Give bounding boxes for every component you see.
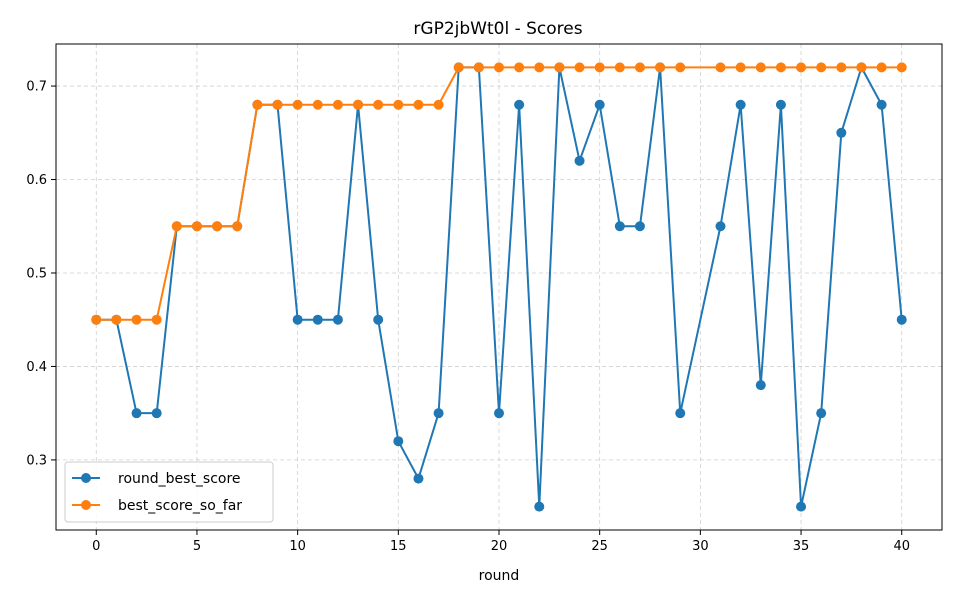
data-point-round-best-score bbox=[775, 99, 786, 110]
data-point-round-best-score bbox=[373, 314, 384, 325]
data-point-best-score-so-far bbox=[836, 62, 847, 73]
data-point-round-best-score bbox=[715, 221, 726, 232]
data-point-round-best-score bbox=[836, 127, 847, 138]
data-point-round-best-score bbox=[675, 408, 686, 419]
y-tick-label: 0.6 bbox=[26, 173, 47, 188]
series-best-score-so-far bbox=[91, 62, 907, 325]
data-point-best-score-so-far bbox=[514, 62, 525, 73]
data-point-round-best-score bbox=[433, 408, 444, 419]
y-tick-label: 0.3 bbox=[26, 453, 47, 468]
data-point-best-score-so-far bbox=[614, 62, 625, 73]
data-point-best-score-so-far bbox=[856, 62, 867, 73]
data-point-best-score-so-far bbox=[252, 99, 263, 110]
legend: round_best_score best_score_so_far bbox=[64, 461, 274, 523]
legend-marker-best-score-so-far bbox=[81, 500, 91, 510]
data-point-best-score-so-far bbox=[554, 62, 565, 73]
data-point-best-score-so-far bbox=[453, 62, 464, 73]
data-point-best-score-so-far bbox=[755, 62, 766, 73]
data-point-best-score-so-far bbox=[816, 62, 827, 73]
chart-title: rGP2jbWt0l - Scores bbox=[413, 19, 582, 39]
data-point-best-score-so-far bbox=[151, 314, 162, 325]
data-point-best-score-so-far bbox=[413, 99, 424, 110]
data-point-best-score-so-far bbox=[655, 62, 666, 73]
y-tick-label: 0.5 bbox=[26, 266, 47, 281]
data-point-best-score-so-far bbox=[494, 62, 504, 73]
y-axis: 0.3 0.4 0.5 0.6 0.7 bbox=[26, 80, 56, 468]
series-layer bbox=[91, 62, 907, 512]
x-tick-label: 35 bbox=[793, 539, 810, 554]
data-point-round-best-score bbox=[574, 155, 585, 166]
data-point-best-score-so-far bbox=[796, 62, 807, 73]
data-point-best-score-so-far bbox=[111, 314, 122, 325]
data-point-best-score-so-far bbox=[91, 314, 102, 325]
data-point-best-score-so-far bbox=[373, 99, 384, 110]
data-point-round-best-score bbox=[393, 436, 404, 447]
data-point-round-best-score bbox=[534, 501, 545, 512]
x-axis-label: round bbox=[479, 568, 520, 584]
legend-label-round-best-score: round_best_score bbox=[118, 471, 241, 487]
x-tick-label: 20 bbox=[491, 539, 508, 554]
data-point-round-best-score bbox=[634, 221, 645, 232]
data-point-best-score-so-far bbox=[634, 62, 645, 73]
data-point-best-score-so-far bbox=[735, 62, 746, 73]
data-point-round-best-score bbox=[796, 501, 807, 512]
data-point-best-score-so-far bbox=[171, 221, 182, 232]
y-tick-label: 0.4 bbox=[26, 360, 47, 375]
data-point-round-best-score bbox=[312, 314, 323, 325]
data-point-best-score-so-far bbox=[534, 62, 545, 73]
data-point-best-score-so-far bbox=[191, 221, 202, 232]
data-point-best-score-so-far bbox=[433, 99, 444, 110]
data-point-best-score-so-far bbox=[212, 221, 223, 232]
x-tick-label: 0 bbox=[92, 539, 100, 554]
data-point-best-score-so-far bbox=[675, 62, 686, 73]
data-point-best-score-so-far bbox=[775, 62, 786, 73]
data-point-round-best-score bbox=[594, 99, 605, 110]
data-point-round-best-score bbox=[614, 221, 625, 232]
legend-marker-round-best-score bbox=[81, 473, 91, 483]
legend-label-best-score-so-far: best_score_so_far bbox=[118, 498, 242, 514]
x-tick-label: 5 bbox=[193, 539, 201, 554]
data-point-best-score-so-far bbox=[876, 62, 887, 73]
data-point-round-best-score bbox=[151, 408, 162, 419]
x-tick-label: 15 bbox=[390, 539, 407, 554]
data-point-round-best-score bbox=[413, 473, 424, 484]
data-point-round-best-score bbox=[131, 408, 142, 419]
data-point-round-best-score bbox=[896, 314, 907, 325]
data-point-best-score-so-far bbox=[232, 221, 243, 232]
data-point-round-best-score bbox=[494, 408, 504, 419]
data-point-best-score-so-far bbox=[332, 99, 343, 110]
data-point-best-score-so-far bbox=[715, 62, 726, 73]
data-point-round-best-score bbox=[876, 99, 887, 110]
data-point-round-best-score bbox=[755, 380, 766, 391]
series-line-best-score-so-far bbox=[96, 66, 902, 321]
legend-box bbox=[64, 461, 274, 523]
data-point-best-score-so-far bbox=[353, 99, 364, 110]
data-point-round-best-score bbox=[332, 314, 343, 325]
x-tick-label: 10 bbox=[289, 539, 306, 554]
data-point-best-score-so-far bbox=[131, 314, 142, 325]
data-point-round-best-score bbox=[735, 99, 746, 110]
data-point-best-score-so-far bbox=[312, 99, 323, 110]
y-tick-label: 0.7 bbox=[26, 80, 47, 95]
data-point-best-score-so-far bbox=[896, 62, 907, 73]
data-point-best-score-so-far bbox=[292, 99, 303, 110]
x-tick-label: 40 bbox=[893, 539, 910, 554]
data-point-best-score-so-far bbox=[272, 99, 283, 110]
x-tick-label: 30 bbox=[692, 539, 709, 554]
data-point-best-score-so-far bbox=[574, 62, 585, 73]
data-point-best-score-so-far bbox=[393, 99, 404, 110]
data-point-round-best-score bbox=[292, 314, 303, 325]
x-tick-label: 25 bbox=[591, 539, 608, 554]
data-point-round-best-score bbox=[816, 408, 827, 419]
data-point-best-score-so-far bbox=[473, 62, 484, 73]
data-point-best-score-so-far bbox=[594, 62, 605, 73]
data-point-round-best-score bbox=[514, 99, 525, 110]
x-axis: 0 5 10 15 20 25 30 35 40 bbox=[92, 530, 910, 554]
grid bbox=[56, 44, 942, 530]
